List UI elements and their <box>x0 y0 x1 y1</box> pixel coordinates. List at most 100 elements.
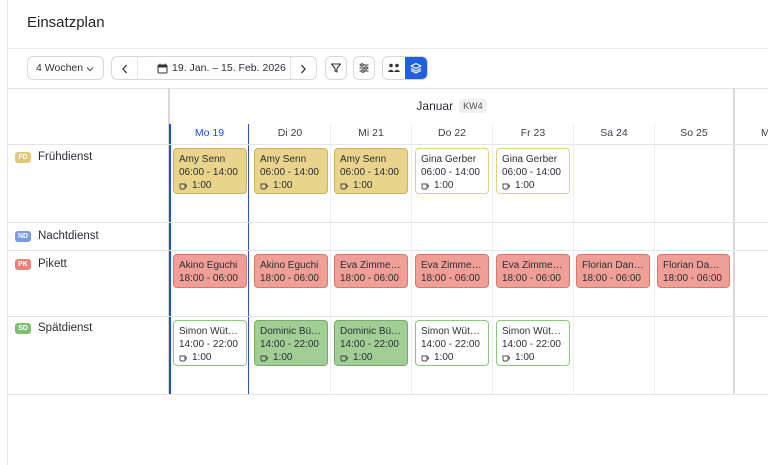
shift-time: 18:00 - 06:00 <box>421 273 480 284</box>
break-duration: 1:00 <box>353 180 373 191</box>
people-icon <box>387 63 401 72</box>
shift-time: 06:00 - 14:00 <box>260 167 319 178</box>
employee-name: Simon Wüth… <box>502 326 564 337</box>
employee-name: Dominic Büh… <box>340 326 402 337</box>
grouping-toggle <box>382 56 428 80</box>
chevron-down-icon <box>86 67 94 72</box>
nav-divider <box>137 57 138 79</box>
shift-type-name: Frühdienst <box>38 151 93 163</box>
row-divider <box>8 250 768 251</box>
break-duration: 1:00 <box>273 352 293 363</box>
shift-card[interactable]: Eva Zimmer… 18:00 - 06:00 <box>334 254 408 288</box>
day-header[interactable]: Sa 24 <box>600 127 628 139</box>
break-duration: 1:00 <box>192 180 212 191</box>
employee-name: Amy Senn <box>340 154 387 165</box>
break-duration: 1:00 <box>515 180 535 191</box>
coffee-cup-icon <box>179 183 188 190</box>
chevron-left-icon[interactable] <box>120 63 130 75</box>
shift-time: 06:00 - 14:00 <box>421 167 480 178</box>
shift-type-name: Spätdienst <box>38 322 93 334</box>
coffee-cup-icon <box>421 355 430 362</box>
coffee-cup-icon <box>340 355 349 362</box>
day-header[interactable]: So 25 <box>680 127 708 139</box>
shift-card[interactable]: Eva Zimmer… 18:00 - 06:00 <box>496 254 570 288</box>
layers-icon <box>410 62 422 74</box>
break-duration: 1:00 <box>434 352 454 363</box>
shift-card[interactable]: Gina Gerber 06:00 - 14:00 1:00 <box>415 148 489 194</box>
shift-card[interactable]: Amy Senn 06:00 - 14:00 1:00 <box>254 148 328 194</box>
row-divider <box>8 316 768 317</box>
row-label-nachtdienst: ND Nachtdienst <box>15 230 99 242</box>
shift-badge: FD <box>15 151 31 163</box>
range-select[interactable]: 4 Wochen <box>27 56 104 80</box>
day-header[interactable]: Mi 21 <box>358 127 384 139</box>
chevron-right-icon[interactable] <box>298 63 308 75</box>
coffee-cup-icon <box>502 183 511 190</box>
shift-card[interactable]: Gina Gerber 06:00 - 14:00 1:00 <box>496 148 570 194</box>
day-header[interactable]: Di 20 <box>277 127 303 139</box>
coffee-cup-icon <box>179 355 188 362</box>
break-duration: 1:00 <box>192 352 212 363</box>
shift-card[interactable]: Simon Wüth… 14:00 - 22:00 1:00 <box>496 320 570 366</box>
coffee-cup-icon <box>340 183 349 190</box>
employee-name: Gina Gerber <box>502 154 558 165</box>
sliders-icon <box>359 63 369 73</box>
shift-card[interactable]: Simon Wüth… 14:00 - 22:00 1:00 <box>415 320 489 366</box>
month-header: Januar KW4 <box>170 96 733 116</box>
shift-card[interactable]: Akino Eguchi 18:00 - 06:00 <box>173 254 247 288</box>
shift-card[interactable]: Amy Senn 06:00 - 14:00 1:00 <box>173 148 247 194</box>
shift-time: 14:00 - 22:00 <box>502 339 561 350</box>
shift-time: 06:00 - 14:00 <box>340 167 399 178</box>
day-separator <box>492 124 493 394</box>
break-duration: 1:00 <box>273 180 293 191</box>
employee-name: Akino Eguchi <box>179 260 238 271</box>
coffee-cup-icon <box>260 183 269 190</box>
shift-time: 18:00 - 06:00 <box>582 273 641 284</box>
nav-divider <box>290 57 291 79</box>
day-header[interactable]: Do 22 <box>437 127 467 139</box>
page-title: Einsatzplan <box>27 14 105 31</box>
view-settings-button[interactable] <box>353 56 375 80</box>
break-duration: 1:00 <box>434 180 454 191</box>
shift-card[interactable]: Florian Dan… 18:00 - 06:00 <box>576 254 650 288</box>
shift-time: 18:00 - 06:00 <box>663 273 722 284</box>
day-header[interactable]: Mo 19 <box>194 127 225 139</box>
week-boundary <box>733 88 735 394</box>
shift-card[interactable]: Eva Zimmer… 18:00 - 06:00 <box>415 254 489 288</box>
filter-button[interactable] <box>325 56 347 80</box>
break-duration: 1:00 <box>353 352 373 363</box>
employee-name: Amy Senn <box>179 154 226 165</box>
group-by-people-button[interactable] <box>383 57 405 79</box>
shift-badge: ND <box>15 230 31 242</box>
shift-badge: PK <box>15 258 31 270</box>
employee-name: Eva Zimmer… <box>502 260 564 271</box>
shift-time: 18:00 - 06:00 <box>260 273 319 284</box>
shift-time: 18:00 - 06:00 <box>502 273 561 284</box>
app-sidebar-edge <box>0 0 8 465</box>
shift-card[interactable]: Dominic Büh… 14:00 - 22:00 1:00 <box>254 320 328 366</box>
row-label-spaetdienst: SD Spätdienst <box>15 322 92 334</box>
shift-time: 06:00 - 14:00 <box>502 167 561 178</box>
employee-name: Amy Senn <box>260 154 307 165</box>
filter-icon <box>330 63 342 73</box>
grid-top-border <box>8 88 768 89</box>
group-by-shift-button[interactable] <box>405 57 427 79</box>
employee-name: Gina Gerber <box>421 154 477 165</box>
employee-name: Florian Dan… <box>582 260 644 271</box>
header-divider <box>8 48 768 49</box>
shift-card[interactable]: Simon Wüth… 14:00 - 22:00 1:00 <box>173 320 247 366</box>
shift-time: 14:00 - 22:00 <box>340 339 399 350</box>
shift-time: 18:00 - 06:00 <box>179 273 238 284</box>
today-column-border <box>248 124 249 394</box>
shift-card[interactable]: Florian Dan… 18:00 - 06:00 <box>657 254 730 288</box>
shift-card[interactable]: Akino Eguchi 18:00 - 06:00 <box>254 254 328 288</box>
day-header[interactable]: M <box>761 127 768 139</box>
day-header[interactable]: Fr 23 <box>520 127 546 139</box>
row-label-pikett: PK Pikett <box>15 258 67 270</box>
shift-card[interactable]: Dominic Büh… 14:00 - 22:00 1:00 <box>334 320 408 366</box>
row-divider <box>8 394 768 395</box>
shift-card[interactable]: Amy Senn 06:00 - 14:00 1:00 <box>334 148 408 194</box>
date-range-label[interactable]: 19. Jan. – 15. Feb. 2026 <box>172 62 286 74</box>
date-navigator: 19. Jan. – 15. Feb. 2026 <box>111 56 317 80</box>
employee-name: Simon Wüth… <box>421 326 483 337</box>
